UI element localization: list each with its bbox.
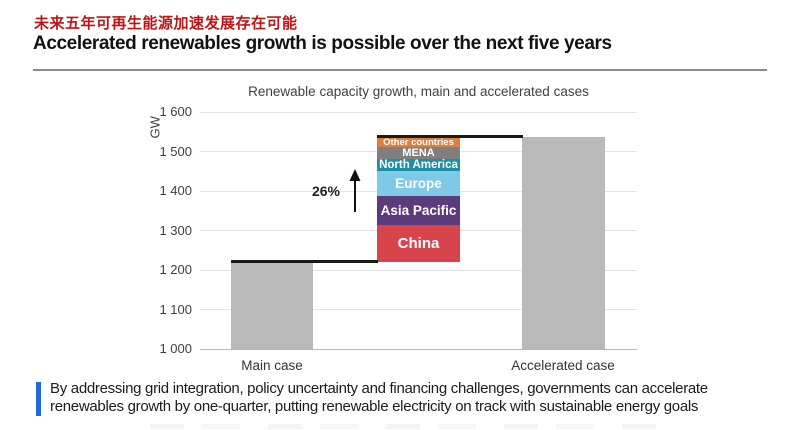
main-case-bar [231, 262, 313, 349]
y-tick-label-1100: 1 100 [159, 301, 192, 317]
segment-europe: Europe [377, 171, 460, 196]
segment-label: China [397, 235, 440, 253]
segment-mena: MENA [377, 146, 460, 159]
accelerated-case-bar [522, 136, 605, 349]
segment-label: Europe [395, 175, 442, 191]
footnote-text: By addressing grid integration, policy u… [50, 380, 786, 415]
segment-other-countries: Other countries [377, 136, 460, 148]
y-tick-label-1500: 1 500 [159, 143, 192, 159]
step-line-accelerated [377, 134, 523, 138]
title-divider [33, 69, 767, 71]
footnote-line-2: renewables growth by one-quarter, puttin… [50, 397, 699, 415]
step-line-main-case [231, 260, 378, 264]
segment-china: China [377, 225, 460, 263]
cutoff-next-line [150, 424, 670, 429]
gridline-1200 [200, 269, 637, 271]
chart-title: Renewable capacity growth, main and acce… [248, 84, 589, 99]
page-title: Accelerated renewables growth is possibl… [33, 33, 612, 54]
x-axis-label-accelerated-case: Accelerated case [511, 358, 615, 373]
segment-asia-pacific: Asia Pacific [377, 195, 460, 226]
segment-label: Other countries [383, 136, 454, 148]
y-tick-label-1600: 1 600 [159, 104, 192, 119]
y-tick-label-1300: 1 300 [159, 222, 192, 238]
segment-label: MENA [402, 146, 435, 159]
y-tick-label-1200: 1 200 [159, 262, 192, 277]
segment-label: North America [379, 158, 458, 171]
up-arrow-icon [349, 169, 361, 212]
y-tick-label-1000: 1 000 [159, 341, 192, 356]
footnote-line-1: By addressing grid integration, policy u… [50, 380, 708, 397]
gridline-1000 [200, 348, 637, 350]
chart-plot-area: Renewable capacity growth, main and acce… [148, 84, 637, 373]
gridline-1600 [200, 111, 637, 113]
footnote-accent-bar [36, 382, 41, 416]
gridline-1100 [200, 309, 637, 310]
chinese-subtitle: 未来五年可再生能源加速发展存在可能 [34, 15, 298, 32]
growth-percent-label: 26% [311, 183, 340, 199]
y-tick-label-1400: 1 400 [159, 183, 192, 198]
bridge-stacked-bar: China Asia Pacific Europe North America MENA… [377, 112, 460, 349]
segment-label: Asia Pacific [380, 203, 457, 219]
x-axis-label-main-case: Main case [241, 358, 303, 373]
segment-north-america: North America [377, 158, 460, 172]
